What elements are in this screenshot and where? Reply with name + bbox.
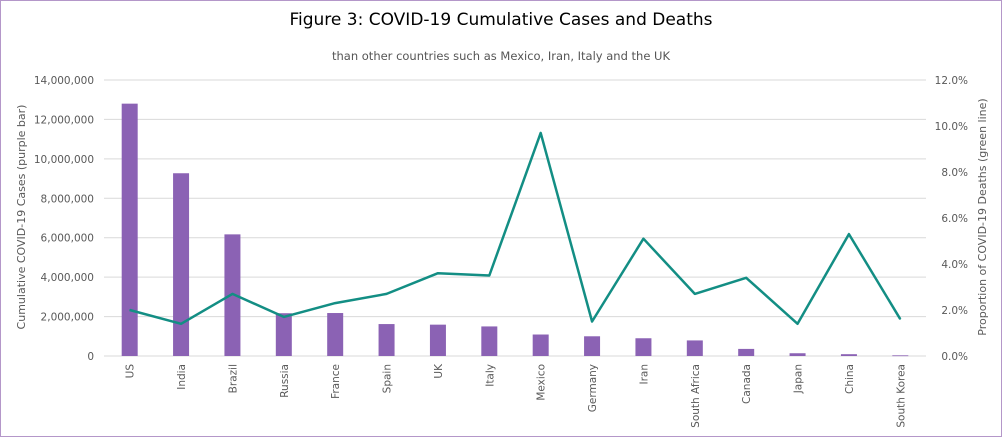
bar — [789, 353, 806, 356]
line-point — [848, 233, 850, 235]
right-tick-label: 10.0% — [935, 121, 968, 133]
x-tick-label: UK — [433, 363, 445, 379]
left-axis-title: Cumulative COVID-19 Cases (purple bar) — [15, 105, 28, 330]
line-point — [129, 309, 131, 311]
x-tick-label: India — [176, 364, 188, 390]
x-tick-label: South Korea — [895, 364, 907, 428]
x-tick-label: France — [330, 364, 342, 399]
line-point — [899, 318, 901, 320]
x-tick-label: Spain — [382, 364, 394, 393]
bar — [121, 103, 138, 357]
bar — [429, 324, 446, 356]
bar — [892, 355, 909, 357]
x-tick-label: Canada — [741, 364, 753, 404]
x-tick-label: South Africa — [690, 364, 702, 428]
bar-series — [121, 103, 909, 357]
bar — [481, 326, 498, 356]
bar — [686, 340, 703, 356]
right-tick-label: 8.0% — [941, 167, 968, 179]
x-tick-label: Japan — [793, 364, 805, 394]
bar — [327, 313, 344, 356]
bar — [635, 338, 652, 356]
bar — [378, 324, 395, 356]
left-tick-label: 14,000,000 — [34, 75, 94, 87]
left-tick-label: 2,000,000 — [41, 312, 94, 324]
x-tick-label: Russia — [279, 364, 291, 398]
x-tick-label: Mexico — [536, 364, 548, 401]
left-tick-label: 6,000,000 — [41, 233, 94, 245]
series-line — [129, 131, 902, 326]
right-tick-label: 6.0% — [941, 213, 968, 225]
right-tick-label: 12.0% — [935, 75, 968, 87]
left-axis-ticks: 0 2,000,000 4,000,000 6,000,000 8,000,000 10,… — [34, 75, 94, 363]
right-tick-label: 4.0% — [941, 259, 968, 271]
line-point — [334, 302, 336, 304]
right-axis-ticks: 0.0% 2.0% 4.0% 6.0% 8.0% 10.0% 12.0% — [935, 75, 968, 363]
line-series — [129, 131, 902, 326]
right-tick-label: 0.0% — [941, 351, 968, 363]
line-point — [642, 238, 644, 240]
left-tick-label: 8,000,000 — [41, 193, 94, 205]
line-point — [231, 293, 233, 295]
line-point — [540, 132, 542, 134]
x-tick-label: Iran — [638, 364, 650, 385]
x-axis-ticks: US India Brazil Russia France Spain UK Italy Mex… — [125, 363, 908, 428]
line-point — [745, 277, 747, 279]
bar — [738, 348, 755, 356]
line-point — [180, 323, 182, 325]
chart-subtitle: than other countries such as Mexico, Ira… — [331, 49, 671, 63]
x-tick-label: Italy — [484, 364, 496, 387]
x-tick-label: China — [844, 364, 856, 394]
left-tick-label: 4,000,000 — [41, 272, 94, 284]
bar — [532, 334, 549, 356]
line-point — [591, 321, 593, 322]
gridlines — [104, 79, 926, 357]
line-point — [283, 316, 285, 318]
x-tick-label: US — [125, 364, 137, 379]
line-point — [386, 293, 388, 295]
left-tick-label: 10,000,000 — [34, 154, 94, 166]
left-tick-label: 0 — [87, 351, 94, 363]
right-tick-label: 2.0% — [941, 305, 968, 317]
line-point — [797, 323, 799, 325]
line-point — [488, 275, 490, 276]
line-point — [437, 272, 439, 274]
left-tick-label: 12,000,000 — [34, 114, 94, 126]
bar — [275, 313, 292, 356]
x-tick-label: Brazil — [227, 364, 239, 393]
bar — [584, 336, 601, 356]
x-tick-label: Germany — [587, 364, 599, 412]
bar — [173, 173, 190, 356]
right-axis-title: Proportion of COVID-19 Deaths (green lin… — [976, 98, 989, 335]
line-point — [694, 293, 696, 295]
bar — [840, 354, 857, 356]
chart-title: Figure 3: COVID-19 Cumulative Cases and … — [289, 10, 713, 30]
